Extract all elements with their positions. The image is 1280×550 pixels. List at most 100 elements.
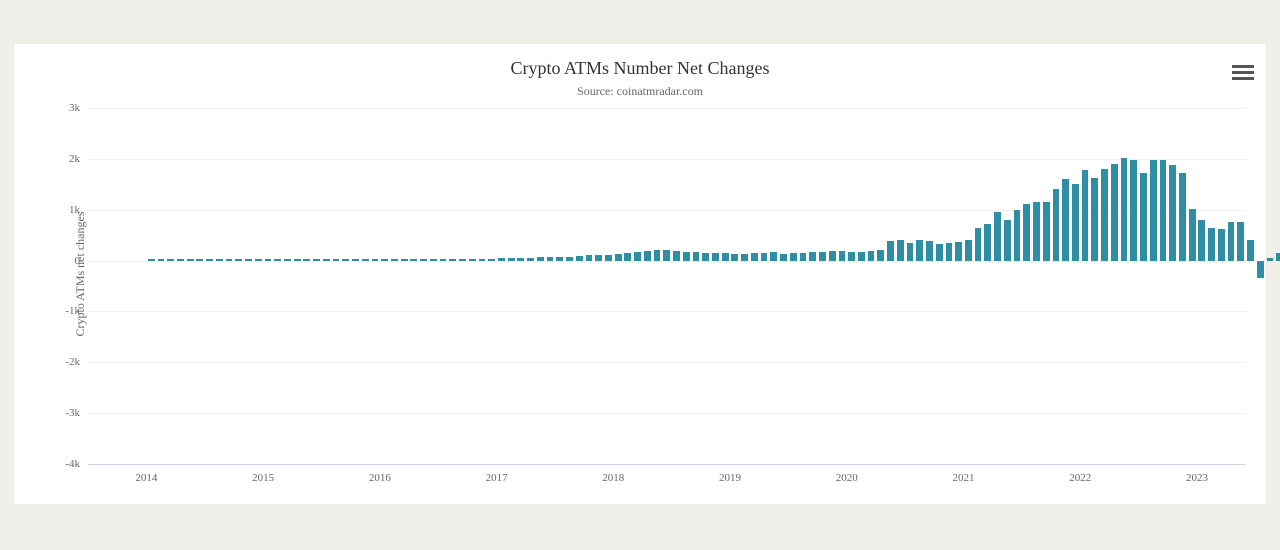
bar[interactable] xyxy=(1228,222,1235,260)
bar[interactable] xyxy=(488,259,495,261)
bar[interactable] xyxy=(381,259,388,261)
bar[interactable] xyxy=(712,253,719,261)
bar[interactable] xyxy=(1140,173,1147,261)
bar[interactable] xyxy=(352,259,359,261)
bar[interactable] xyxy=(323,259,330,261)
bar[interactable] xyxy=(469,259,476,261)
bar[interactable] xyxy=(1130,160,1137,261)
bar[interactable] xyxy=(877,250,884,261)
bar[interactable] xyxy=(449,259,456,261)
bar[interactable] xyxy=(1169,165,1176,261)
bar[interactable] xyxy=(770,252,777,260)
bar[interactable] xyxy=(605,255,612,261)
bar[interactable] xyxy=(819,252,826,261)
bar[interactable] xyxy=(722,253,729,261)
bar[interactable] xyxy=(1198,220,1205,261)
bar[interactable] xyxy=(926,241,933,260)
bar[interactable] xyxy=(984,224,991,261)
bar[interactable] xyxy=(498,258,505,261)
bar[interactable] xyxy=(1208,228,1215,261)
bar[interactable] xyxy=(1053,189,1060,260)
bar[interactable] xyxy=(839,251,846,261)
bar[interactable] xyxy=(274,259,281,261)
bar[interactable] xyxy=(556,257,563,261)
bar[interactable] xyxy=(537,257,544,261)
bar[interactable] xyxy=(955,242,962,260)
bar[interactable] xyxy=(897,240,904,260)
bar[interactable] xyxy=(401,259,408,261)
bar[interactable] xyxy=(216,259,223,261)
bar[interactable] xyxy=(741,254,748,260)
bar[interactable] xyxy=(586,255,593,260)
bar[interactable] xyxy=(255,259,262,261)
bar[interactable] xyxy=(372,259,379,261)
bar[interactable] xyxy=(790,253,797,261)
bar[interactable] xyxy=(1101,169,1108,261)
bar[interactable] xyxy=(780,254,787,261)
bar[interactable] xyxy=(654,250,661,260)
bar[interactable] xyxy=(975,228,982,261)
bar[interactable] xyxy=(946,243,953,260)
bar[interactable] xyxy=(547,257,554,261)
bar[interactable] xyxy=(479,259,486,261)
bar[interactable] xyxy=(1091,178,1098,260)
bar[interactable] xyxy=(809,252,816,260)
bar[interactable] xyxy=(196,259,203,261)
bar[interactable] xyxy=(303,259,310,261)
bar[interactable] xyxy=(965,240,972,260)
bar[interactable] xyxy=(761,253,768,261)
bar[interactable] xyxy=(1276,253,1280,261)
bar[interactable] xyxy=(1043,202,1050,260)
bar[interactable] xyxy=(187,259,194,261)
bar[interactable] xyxy=(420,259,427,261)
bar[interactable] xyxy=(673,251,680,260)
bar[interactable] xyxy=(284,259,291,261)
bar[interactable] xyxy=(1072,184,1079,260)
bar[interactable] xyxy=(576,256,583,261)
bar[interactable] xyxy=(1014,210,1021,261)
bar[interactable] xyxy=(265,259,272,261)
bar[interactable] xyxy=(1111,164,1118,261)
bar[interactable] xyxy=(800,253,807,260)
bar[interactable] xyxy=(459,259,466,261)
bar[interactable] xyxy=(693,252,700,260)
bar[interactable] xyxy=(245,259,252,261)
bar[interactable] xyxy=(167,259,174,261)
bar[interactable] xyxy=(313,259,320,261)
bar[interactable] xyxy=(362,259,369,261)
bar[interactable] xyxy=(410,259,417,261)
bar[interactable] xyxy=(294,259,301,261)
bar[interactable] xyxy=(566,257,573,261)
bar[interactable] xyxy=(887,241,894,260)
bar[interactable] xyxy=(663,250,670,260)
bar[interactable] xyxy=(177,259,184,261)
bar[interactable] xyxy=(702,253,709,261)
bar[interactable] xyxy=(1160,160,1167,261)
bar[interactable] xyxy=(440,259,447,261)
bar[interactable] xyxy=(1218,229,1225,261)
bar[interactable] xyxy=(595,255,602,260)
bar[interactable] xyxy=(1257,261,1264,279)
bar[interactable] xyxy=(624,253,631,260)
bar[interactable] xyxy=(1247,240,1254,260)
bar[interactable] xyxy=(391,259,398,261)
bar[interactable] xyxy=(517,258,524,261)
bar[interactable] xyxy=(158,259,165,261)
bar[interactable] xyxy=(1267,258,1274,261)
bar[interactable] xyxy=(1121,158,1128,261)
bar[interactable] xyxy=(731,254,738,260)
bar[interactable] xyxy=(829,251,836,260)
bar[interactable] xyxy=(907,243,914,261)
bar[interactable] xyxy=(683,252,690,260)
bar[interactable] xyxy=(508,258,515,261)
bar[interactable] xyxy=(1023,204,1030,261)
bar[interactable] xyxy=(1004,220,1011,261)
bar[interactable] xyxy=(430,259,437,261)
bar[interactable] xyxy=(848,252,855,260)
bar[interactable] xyxy=(148,259,155,261)
bar[interactable] xyxy=(1150,160,1157,261)
bar[interactable] xyxy=(527,258,534,261)
bar[interactable] xyxy=(226,259,233,261)
bar[interactable] xyxy=(1179,173,1186,261)
bar[interactable] xyxy=(994,212,1001,260)
